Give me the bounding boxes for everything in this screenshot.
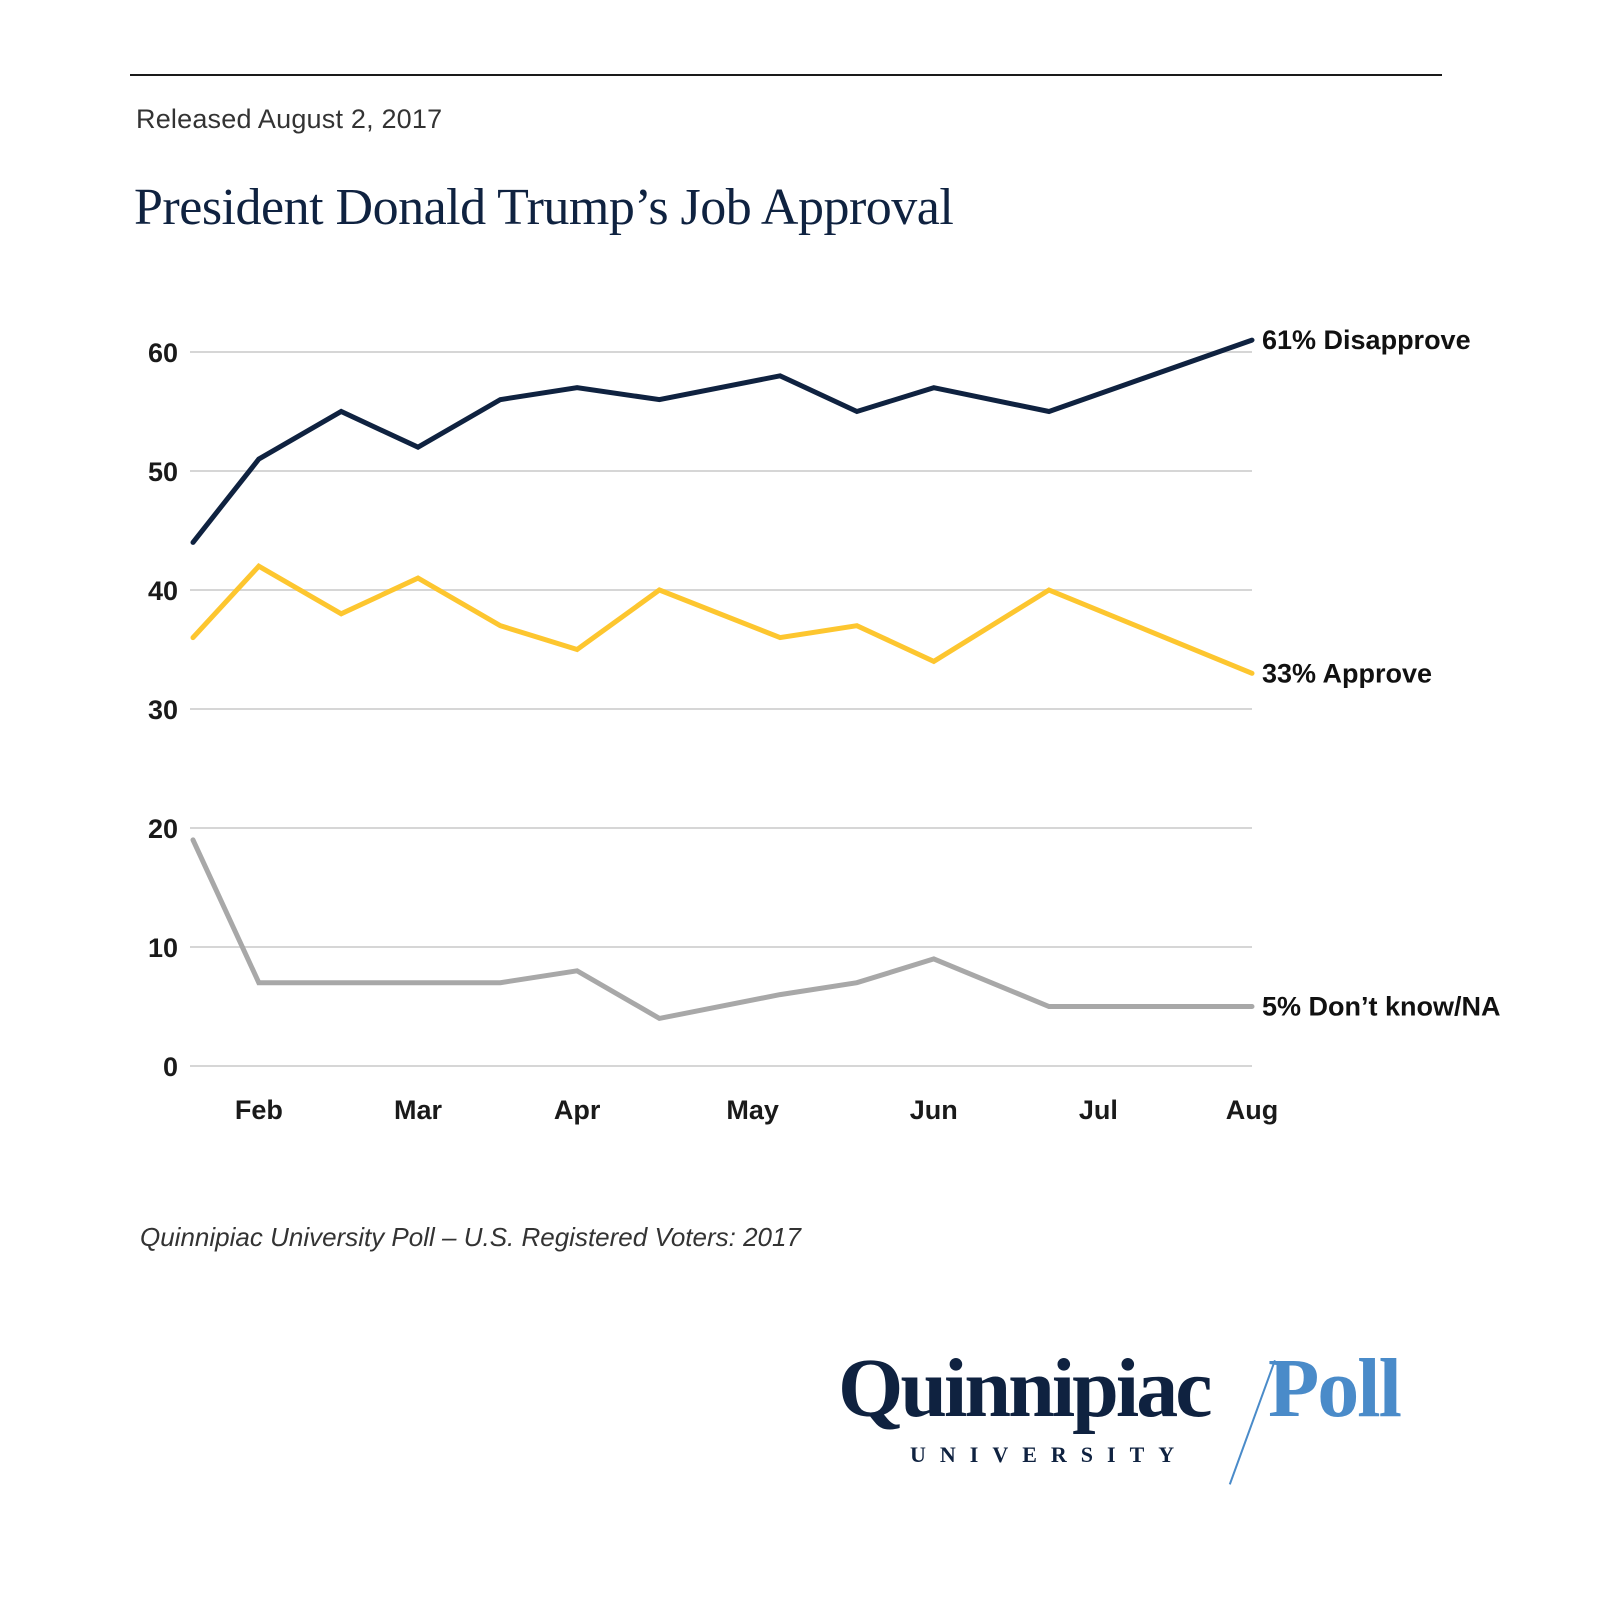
y-tick-label: 20: [148, 814, 178, 844]
series-line-don-t-know-na: [190, 837, 1255, 1022]
x-tick-label: Apr: [554, 1095, 601, 1125]
line-chart: 0 10 20 30 40 50 60 Feb Mar Apr May Jun Jul Aug 61% …: [148, 325, 1501, 1125]
series-end-labels: 61% Disapprove 33% Approve 5% Don’t know/N…: [1262, 325, 1501, 1021]
series-line-disapprove: [190, 337, 1255, 545]
y-tick-label: 60: [148, 338, 178, 368]
chart-title: President Donald Trump’s Job Approval: [134, 179, 954, 236]
logo-quinnipiac: Quinnipiac: [838, 1342, 1213, 1435]
source-note: Quinnipiac University Poll – U.S. Regist…: [140, 1222, 801, 1252]
x-tick-label: May: [726, 1095, 779, 1125]
end-label-approve: 33% Approve: [1262, 658, 1432, 688]
y-tick-label: 50: [148, 457, 178, 487]
gridlines: [190, 351, 1252, 1067]
x-axis-ticks: Feb Mar Apr May Jun Jul Aug: [235, 1095, 1278, 1125]
logo-university: UNIVERSITY: [910, 1442, 1189, 1467]
end-label-disapprove: 61% Disapprove: [1262, 325, 1471, 355]
x-tick-label: Feb: [235, 1095, 283, 1125]
quinnipiac-poll-logo: Quinnipiac Poll UNIVERSITY: [838, 1340, 1458, 1485]
x-tick-label: Aug: [1226, 1095, 1278, 1125]
y-tick-label: 40: [148, 576, 178, 606]
logo-poll: Poll: [1268, 1342, 1402, 1435]
y-tick-label: 0: [163, 1052, 178, 1082]
release-date: Released August 2, 2017: [136, 104, 443, 134]
end-label-don-t-know-na: 5% Don’t know/NA: [1262, 992, 1501, 1022]
y-tick-label: 10: [148, 933, 178, 963]
top-rule: [130, 74, 1442, 76]
x-tick-label: Jun: [910, 1095, 958, 1125]
series-lines: [190, 337, 1255, 1022]
x-tick-label: Jul: [1079, 1095, 1118, 1125]
x-tick-label: Mar: [394, 1095, 443, 1125]
y-axis-ticks: 0 10 20 30 40 50 60: [148, 338, 178, 1082]
y-tick-label: 30: [148, 695, 178, 725]
series-line-approve: [190, 563, 1255, 676]
